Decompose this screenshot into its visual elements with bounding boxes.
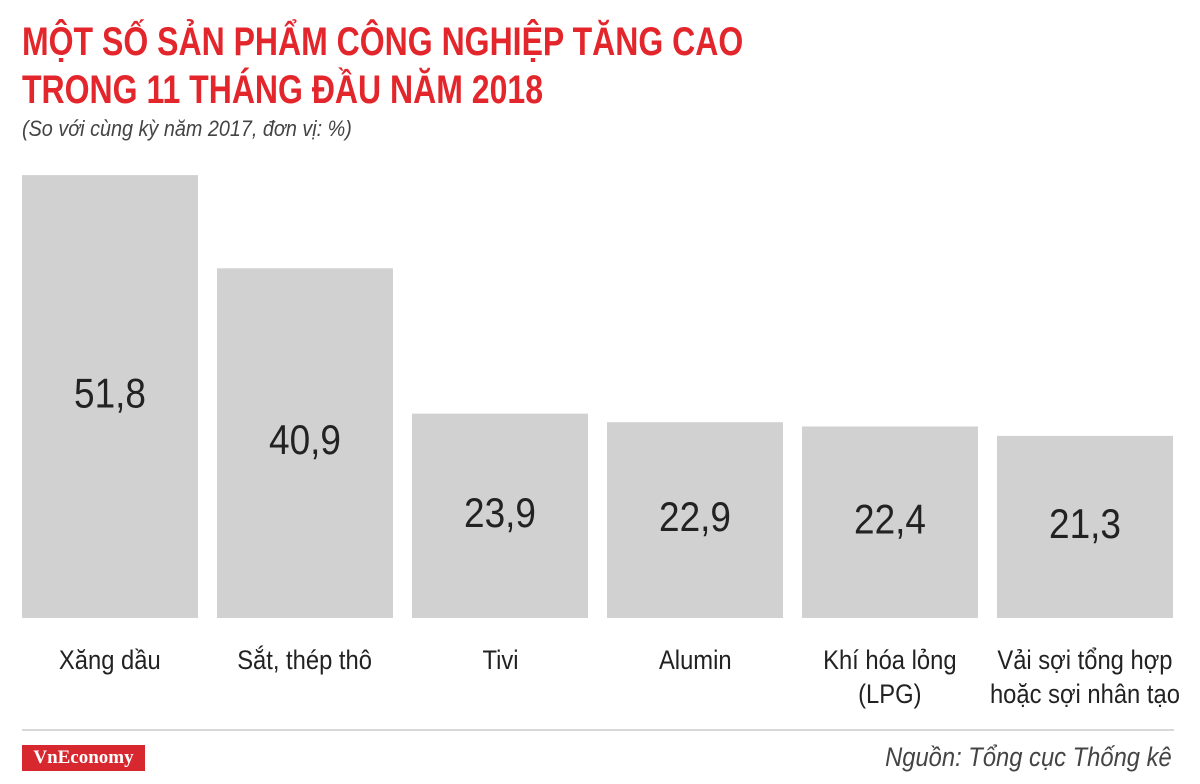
x-tick-label: Khí hóa lỏng (LPG) — [770, 643, 1010, 711]
x-tick-label: Alumin — [575, 643, 815, 677]
value-label: 40,9 — [269, 417, 341, 464]
bar — [607, 422, 783, 618]
x-tick-label: Vải sợi tổng hợp hoặc sợi nhân tạo — [965, 643, 1200, 711]
chart-title: MỘT SỐ SẢN PHẨM CÔNG NGHIỆP TĂNG CAO TRO… — [22, 20, 744, 112]
value-label: 51,8 — [74, 370, 146, 417]
x-tick-text: Sắt, thép thô — [237, 645, 373, 675]
logo: VnEconomy — [22, 745, 145, 771]
x-tick-text: Alumin — [658, 645, 732, 675]
x-tick-text: Khí hóa lỏng (LPG) — [823, 645, 957, 709]
x-tick-text: Xăng dầu — [59, 645, 161, 675]
bar — [802, 426, 978, 618]
chart-subtitle: (So với cùng kỳ năm 2017, đơn vị: %) — [22, 116, 352, 141]
bar — [22, 175, 198, 619]
bar — [997, 435, 1173, 618]
source: Nguồn: Tổng cục Thống kê — [885, 742, 1172, 772]
value-label: 23,9 — [464, 490, 536, 537]
value-label: 22,9 — [659, 494, 731, 541]
x-tick-text: Tivi — [481, 645, 519, 675]
bar — [412, 413, 588, 618]
x-tick-label: Xăng dầu — [0, 643, 230, 677]
bar — [217, 268, 393, 618]
x-tick-label: Sắt, thép thô — [185, 643, 425, 677]
x-tick-label: Tivi — [380, 643, 620, 677]
x-tick-text: Vải sợi tổng hợp hoặc sợi nhân tạo — [990, 645, 1180, 709]
value-label: 22,4 — [854, 496, 926, 543]
value-label: 21,3 — [1049, 501, 1121, 548]
divider — [22, 729, 1174, 731]
